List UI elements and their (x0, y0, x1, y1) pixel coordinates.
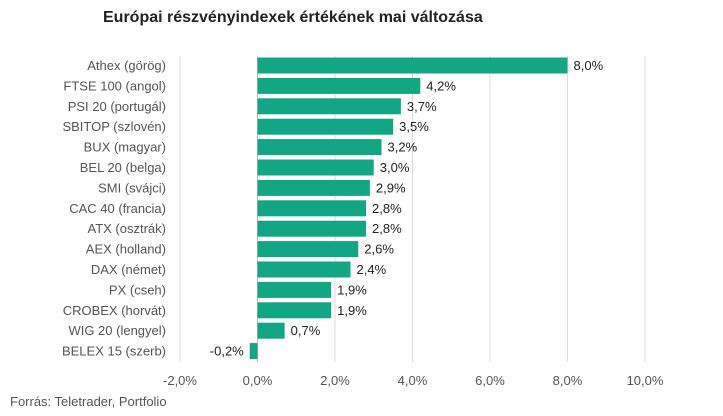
bar (257, 159, 374, 176)
bar (257, 98, 401, 115)
value-label: 3,5% (399, 119, 429, 134)
bar (257, 118, 394, 135)
value-label: 2,4% (357, 262, 387, 277)
value-label: 8,0% (574, 58, 604, 73)
bar (257, 139, 382, 156)
x-tick-label: 6,0% (475, 373, 505, 388)
bar (257, 200, 366, 217)
bar (249, 343, 258, 360)
category-label: SBITOP (szlovén) (62, 119, 166, 134)
category-label: FTSE 100 (angol) (63, 78, 166, 93)
bar (257, 302, 332, 319)
x-tick-label: -2,0% (163, 373, 197, 388)
value-label: 4,2% (426, 78, 456, 93)
value-label: 1,9% (337, 303, 367, 318)
bar (257, 261, 351, 278)
value-label: 3,2% (388, 140, 418, 155)
x-tick-label: 8,0% (553, 373, 583, 388)
category-label: PX (cseh) (109, 282, 166, 297)
bar (257, 179, 370, 196)
source-note: Forrás: Teletrader, Portfolio (10, 394, 167, 409)
category-label: PSI 20 (portugál) (68, 99, 166, 114)
bar (257, 241, 359, 258)
bar (257, 77, 421, 94)
category-label: SMI (svájci) (98, 180, 166, 195)
x-tick-label: 10,0% (627, 373, 664, 388)
value-label: 1,9% (337, 282, 367, 297)
value-label: -0,2% (210, 344, 244, 359)
category-label: WIG 20 (lengyel) (68, 323, 166, 338)
bar (257, 57, 568, 74)
x-tick-label: 4,0% (398, 373, 428, 388)
bar (257, 281, 332, 298)
value-label: 3,0% (380, 160, 410, 175)
value-label: 2,9% (376, 180, 406, 195)
category-label: DAX (német) (91, 262, 166, 277)
category-label: BUX (magyar) (84, 140, 166, 155)
value-label: 3,7% (407, 99, 437, 114)
category-label: ATX (osztrák) (88, 221, 167, 236)
category-label: BEL 20 (belga) (80, 160, 166, 175)
category-label: AEX (holland) (86, 242, 166, 257)
category-label: CAC 40 (francia) (69, 201, 166, 216)
category-label: Athex (görög) (87, 58, 166, 73)
chart-title: Európai részvényindexek értékének mai vá… (103, 9, 483, 26)
bar (257, 220, 366, 237)
value-label: 0,7% (291, 323, 321, 338)
x-tick-label: 0,0% (243, 373, 273, 388)
value-label: 2,6% (364, 242, 394, 257)
category-label: CROBEX (horvát) (63, 303, 166, 318)
value-label: 2,8% (372, 201, 402, 216)
category-label: BELEX 15 (szerb) (62, 344, 166, 359)
bar (257, 322, 285, 339)
x-tick-label: 2,0% (320, 373, 350, 388)
value-label: 2,8% (372, 221, 402, 236)
